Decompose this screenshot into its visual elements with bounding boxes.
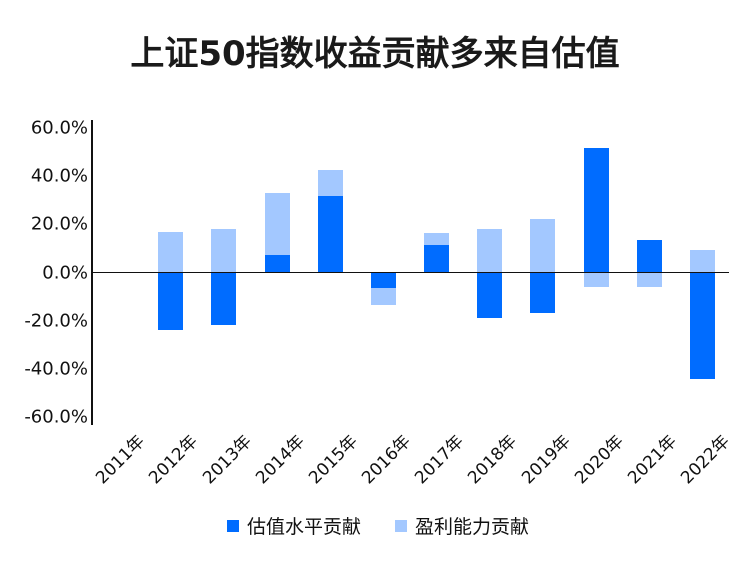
- bar-earnings: [477, 229, 503, 273]
- legend-item-earnings[interactable]: 盈利能力贡献: [395, 512, 529, 539]
- y-tick-label: 0.0%: [42, 262, 88, 283]
- x-tick-label: 2013年: [198, 431, 256, 489]
- x-tick-label: 2016年: [358, 431, 416, 489]
- x-tick-label: 2021年: [624, 431, 681, 489]
- bar-valuation: [317, 195, 343, 273]
- zero-baseline: [91, 271, 729, 273]
- bar-valuation: [477, 272, 503, 318]
- bar-valuation: [211, 272, 237, 325]
- x-tick-label: 2012年: [145, 431, 203, 489]
- x-tick-label: 2015年: [305, 431, 362, 489]
- bar-earnings: [158, 232, 184, 273]
- x-tick-label: 2020年: [571, 431, 628, 489]
- x-tick-label: 2022年: [677, 431, 735, 489]
- legend-swatch-earnings: [395, 519, 407, 532]
- bar-valuation: [370, 272, 396, 288]
- legend-label-valuation: 估值水平贡献: [247, 516, 362, 538]
- x-tick-label: 2011年: [92, 431, 150, 489]
- bar-earnings: [317, 169, 343, 196]
- bar-valuation: [636, 240, 662, 273]
- chart-title: 上证50指数收益贡献多来自估值: [130, 34, 620, 74]
- y-tick-label: 20.0%: [30, 213, 88, 235]
- y-tick-label: 40.0%: [30, 165, 88, 187]
- bar-valuation: [424, 245, 450, 273]
- legend-label-earnings: 盈利能力贡献: [415, 516, 530, 538]
- legend-item-valuation[interactable]: 估值水平贡献: [227, 512, 361, 539]
- y-tick-label: 60.0%: [30, 117, 88, 139]
- legend-swatch-valuation: [227, 519, 239, 532]
- bar-earnings: [370, 287, 396, 305]
- legend: 估值水平贡献 盈利能力贡献: [0, 512, 750, 538]
- bar-earnings: [211, 229, 237, 273]
- bar-earnings: [636, 272, 662, 288]
- bar-earnings: [264, 193, 290, 256]
- bar-earnings: [689, 250, 715, 273]
- y-tick-label: -20.0%: [24, 310, 88, 332]
- bar-earnings: [583, 272, 609, 288]
- y-tick-label: -60.0%: [24, 406, 88, 428]
- bar-valuation: [583, 147, 609, 273]
- bar-earnings: [424, 232, 450, 246]
- bar-earnings: [530, 218, 556, 273]
- bar-valuation: [530, 272, 556, 313]
- x-tick-label: 2019年: [517, 431, 575, 489]
- x-tick-label: 2018年: [464, 431, 522, 489]
- y-tick-label: -40.0%: [24, 358, 88, 380]
- bar-valuation: [264, 255, 290, 273]
- bar-valuation: [689, 272, 715, 379]
- x-tick-label: 2014年: [252, 431, 309, 489]
- x-tick-label: 2017年: [411, 431, 469, 489]
- bar-valuation: [158, 272, 184, 330]
